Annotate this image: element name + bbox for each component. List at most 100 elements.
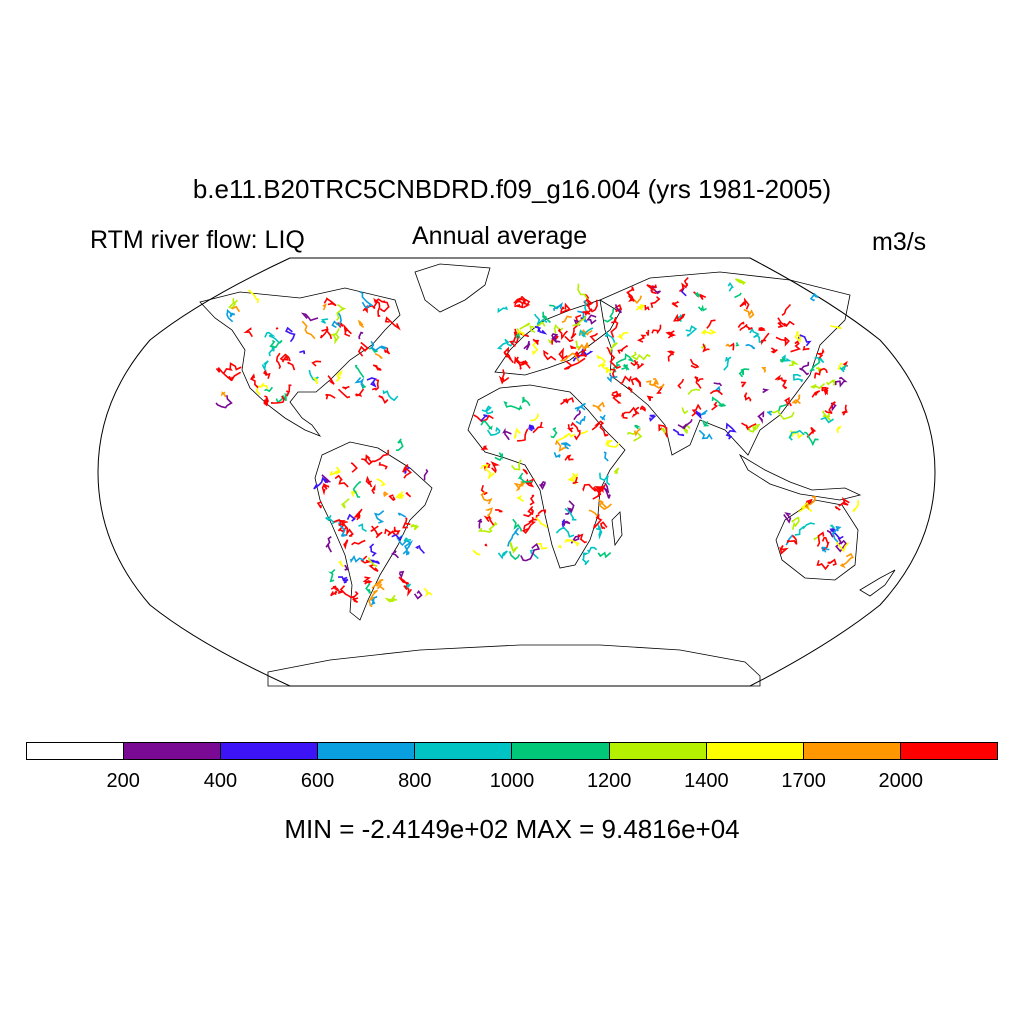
river-segment — [517, 330, 525, 336]
river-segment — [790, 340, 801, 353]
river-segment — [745, 343, 756, 350]
river-segment — [605, 439, 620, 448]
river-segment — [609, 342, 618, 352]
river-segment — [395, 438, 404, 451]
river-segment — [536, 542, 548, 550]
min-max-label: MIN = -2.4149e+02 MAX = 9.4816e+04 — [284, 814, 740, 844]
river-segment — [615, 353, 635, 368]
colorbar-bin-7 — [705, 743, 803, 759]
river-segment — [567, 424, 574, 433]
river-segment — [323, 297, 337, 307]
river-segment — [645, 329, 650, 336]
river-segment — [521, 396, 531, 407]
river-segment — [497, 550, 508, 560]
river-segment — [597, 551, 612, 559]
river-segment — [384, 528, 396, 537]
river-segment — [339, 585, 359, 599]
river-segment — [735, 342, 740, 347]
river-segment — [741, 422, 757, 431]
river-segment — [814, 356, 825, 364]
river-segment — [319, 326, 329, 339]
colorbar-tick-label: 1000 — [489, 770, 535, 792]
river-segment — [344, 564, 349, 571]
river-segment — [766, 410, 773, 416]
river-segment — [652, 378, 665, 389]
river-segment — [560, 396, 575, 405]
river-segment — [749, 327, 764, 343]
river-segment — [578, 329, 593, 338]
river-segment — [575, 349, 587, 358]
river-segment — [355, 510, 362, 519]
river-segment — [321, 328, 333, 340]
river-segment — [802, 345, 810, 351]
river-segment — [658, 424, 669, 438]
river-segment — [370, 340, 388, 352]
river-segment — [405, 586, 413, 597]
river-segment — [595, 523, 603, 540]
units-label: m3/s — [872, 228, 927, 256]
river-segment — [761, 367, 767, 373]
river-segment — [355, 388, 365, 397]
river-segment — [775, 336, 790, 347]
river-segment — [261, 360, 269, 372]
river-segment — [633, 359, 645, 370]
river-segment — [620, 375, 632, 385]
river-segment — [350, 462, 358, 473]
river-segment — [275, 327, 279, 330]
river-segment — [691, 403, 702, 417]
river-segment — [215, 395, 233, 409]
river-segment — [325, 536, 333, 553]
river-segment — [350, 554, 365, 564]
river-segment — [739, 297, 750, 310]
river-segment — [521, 516, 537, 534]
river-segment — [361, 449, 390, 466]
colorbar-tick-label: 1400 — [684, 770, 729, 792]
river-segment — [777, 403, 788, 412]
river-segment — [827, 558, 837, 566]
river-segment — [635, 304, 645, 312]
river-segment — [354, 376, 365, 388]
river-segment — [480, 414, 488, 422]
river-segment — [739, 323, 753, 332]
river-segment — [541, 311, 551, 324]
river-segment — [588, 509, 600, 519]
river-segment — [626, 286, 635, 298]
river-segment — [365, 582, 371, 594]
river-segment — [649, 414, 657, 422]
river-segment — [535, 517, 548, 529]
river-segment — [517, 428, 529, 442]
river-segment — [729, 342, 735, 351]
river-segment — [287, 361, 296, 371]
river-segment — [481, 444, 489, 451]
river-segment — [702, 420, 709, 427]
river-segment — [573, 410, 581, 421]
river-segment — [269, 339, 283, 349]
river-segment — [397, 512, 407, 518]
river-segment — [402, 464, 413, 479]
colorbar-tick-label: 1200 — [586, 770, 632, 792]
river-segment — [527, 424, 535, 432]
river-segment — [330, 590, 338, 597]
river-segment — [342, 385, 350, 390]
river-segment — [617, 345, 629, 354]
river-segment — [498, 369, 510, 385]
river-segment — [477, 518, 483, 529]
river-segment — [779, 544, 789, 555]
river-segment — [484, 543, 488, 547]
river-segment — [270, 395, 285, 404]
river-segment — [599, 414, 606, 421]
river-segment — [321, 482, 330, 496]
madagascar — [611, 511, 623, 547]
river-segment — [364, 454, 373, 464]
colorbar-bin-5 — [511, 743, 609, 759]
river-segment — [587, 546, 598, 554]
river-segment — [834, 505, 841, 511]
river-segment — [343, 539, 349, 550]
river-segment — [740, 381, 747, 388]
river-segment — [786, 535, 798, 545]
river-segment — [613, 467, 620, 475]
river-segment — [737, 321, 745, 328]
river-segment — [791, 394, 801, 405]
river-segment — [650, 296, 661, 308]
colorbar — [26, 742, 998, 760]
